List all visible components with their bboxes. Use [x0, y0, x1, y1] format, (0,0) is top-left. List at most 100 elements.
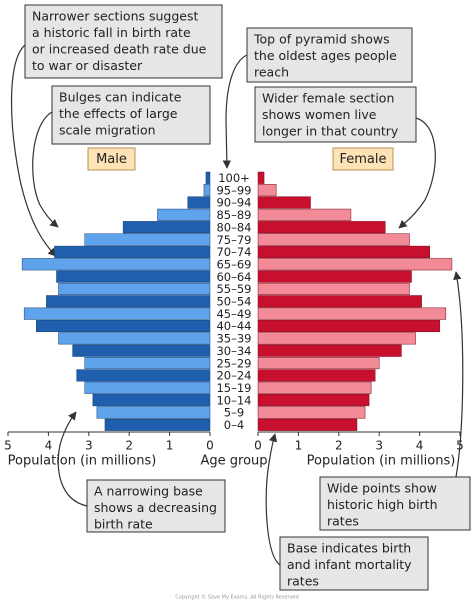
annotation-text: Base indicates birth: [287, 541, 411, 556]
female-bar: [257, 184, 277, 197]
annotation-text: reach: [254, 65, 289, 80]
male-bar: [84, 381, 211, 394]
female-bar: [257, 295, 422, 308]
annotation-text: the oldest ages people: [254, 48, 397, 63]
annotation-box: [86, 479, 226, 533]
annotation-text: rates: [287, 574, 319, 589]
female-bar: [257, 245, 430, 258]
annotation-text: A narrowing base: [94, 484, 203, 499]
female-bar: [257, 307, 447, 320]
female-label: Female: [339, 152, 386, 167]
annotation-text: Bulges can indicate: [59, 90, 182, 105]
annotation-text: and infant mortality: [287, 557, 412, 572]
x-tick-label: 4: [416, 439, 424, 453]
male-bar: [96, 406, 211, 419]
male-bar: [104, 418, 211, 431]
male-bar: [58, 282, 211, 295]
age-label: 70–74: [216, 245, 251, 259]
annotation-text: birth rate: [94, 517, 153, 532]
x-tick-label: 2: [125, 439, 133, 453]
annotation-box: [319, 476, 471, 531]
annotation-box: [279, 536, 429, 591]
male-bar: [122, 221, 211, 234]
male-bar: [203, 184, 211, 197]
female-bar: [257, 258, 453, 271]
age-label: 5–9: [224, 406, 244, 420]
annotation-text: Wider female section: [262, 91, 394, 106]
female-bar: [257, 171, 265, 184]
female-bar: [257, 344, 402, 357]
male-bar: [56, 270, 211, 283]
x-axis-label: Population (in millions): [8, 454, 157, 469]
x-tick-label: 0: [254, 439, 262, 453]
age-label: 45–49: [216, 307, 251, 321]
female-bar: [257, 208, 352, 221]
annotation-text: Narrower sections suggest: [32, 9, 198, 24]
annotation-text: Top of pyramid shows: [253, 32, 390, 47]
age-label: 65–69: [216, 257, 251, 271]
age-label: 35–39: [216, 332, 251, 346]
annotation-text: shows a decreasing: [94, 500, 217, 515]
age-label: 95–99: [216, 183, 251, 197]
female-bar: [257, 418, 358, 431]
arrow: [57, 411, 88, 507]
arrow: [453, 271, 464, 478]
age-label: 60–64: [216, 270, 251, 284]
annotation-text: a historic fall in birth rate: [32, 25, 191, 40]
annotation-text: longer in that country: [262, 124, 399, 139]
male-bar: [36, 319, 211, 333]
male-bar: [76, 369, 211, 382]
female-bar: [257, 406, 366, 419]
male-bar: [46, 295, 211, 308]
male-bar: [84, 233, 211, 246]
female-bar: [257, 282, 410, 295]
age-label: 20–24: [216, 369, 251, 383]
x-tick-label: 5: [4, 439, 12, 453]
annotation-text: Wide points show: [327, 481, 437, 496]
female-bar: [257, 196, 311, 209]
annotation-text: scale migration: [59, 123, 156, 138]
arrow: [11, 44, 57, 257]
male-bar: [21, 258, 211, 271]
age-label: 40–44: [216, 319, 251, 333]
category-axis-label: Age group: [200, 454, 267, 469]
female-bar: [257, 394, 370, 407]
x-tick-label: 3: [85, 439, 93, 453]
annotation-box: [24, 4, 223, 79]
age-label: 55–59: [216, 282, 251, 296]
x-tick-label: 0: [206, 439, 214, 453]
age-label: 75–79: [216, 233, 251, 247]
age-label: 90–94: [216, 196, 251, 210]
x-tick-label: 4: [45, 439, 53, 453]
x-tick-label: 1: [295, 439, 303, 453]
female-label-box: [332, 147, 394, 171]
female-bar: [257, 332, 416, 345]
male-bar: [72, 344, 211, 357]
arrow: [32, 111, 59, 228]
arrow: [222, 54, 248, 169]
annotation-text: shows women live: [262, 107, 377, 122]
annotation-text: rates: [327, 514, 359, 529]
age-label: 85–89: [216, 208, 251, 222]
x-tick-label: 1: [166, 439, 174, 453]
male-bar: [23, 307, 211, 320]
age-label: 0–4: [224, 418, 244, 432]
annotation-text: to war or disaster: [32, 58, 143, 73]
x-tick-label: 2: [335, 439, 343, 453]
x-tick-label: 3: [375, 439, 383, 453]
annotation-box: [246, 27, 413, 83]
age-label: 50–54: [216, 295, 251, 309]
female-bar: [257, 369, 376, 382]
age-label: 100+: [218, 171, 250, 185]
female-bar: [257, 319, 441, 333]
arrow: [265, 433, 281, 566]
male-bar: [92, 394, 211, 407]
annotation-text: or increased death rate due: [32, 42, 207, 57]
male-bar: [205, 171, 211, 184]
age-label: 25–29: [216, 356, 251, 370]
male-label: Male: [96, 152, 127, 167]
annotation-box: [254, 86, 417, 143]
annotation-text: historic high birth: [327, 497, 438, 512]
annotation-text: the effects of large: [59, 106, 178, 121]
